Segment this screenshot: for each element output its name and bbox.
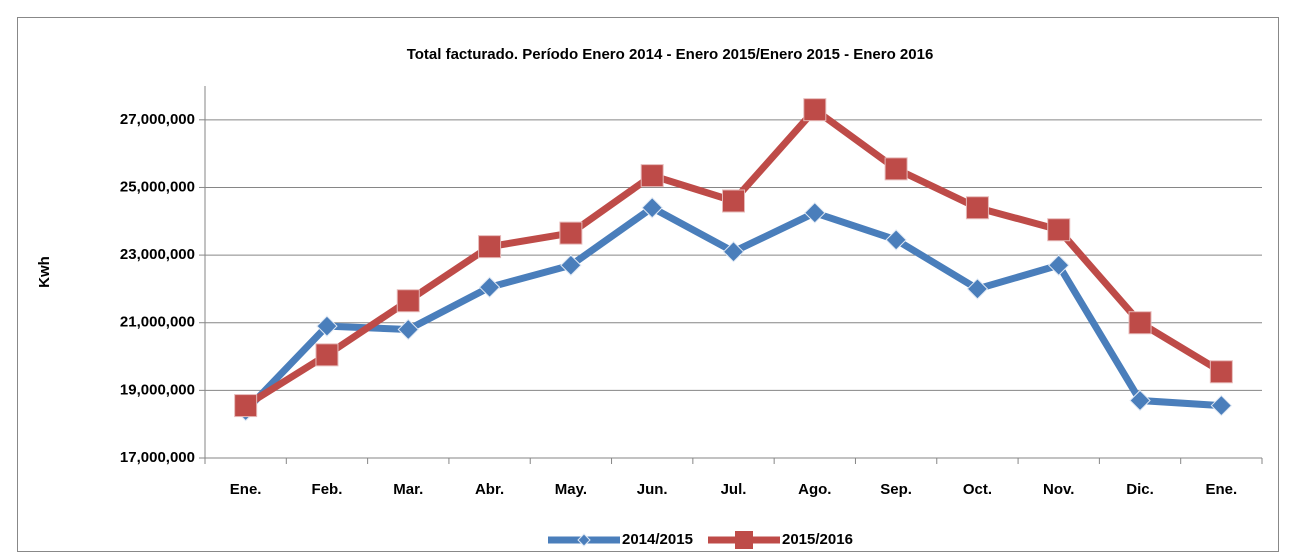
x-tick-label: Ago. [798, 481, 831, 498]
point [478, 235, 502, 259]
point [803, 98, 827, 122]
legend-label: 2014/2015 [622, 531, 693, 548]
y-tick-label: 25,000,000 [120, 178, 195, 195]
chart-title: Total facturado. Período Enero 2014 - En… [407, 46, 934, 63]
x-tick-label: Nov. [1043, 481, 1074, 498]
y-tick-label: 19,000,000 [120, 381, 195, 398]
point [1209, 360, 1233, 384]
point [315, 343, 339, 367]
point [1129, 389, 1151, 412]
point [234, 394, 258, 418]
point [722, 189, 745, 213]
point [560, 254, 582, 276]
legend-label: 2015/2016 [782, 531, 853, 548]
point [1048, 254, 1070, 276]
point [966, 278, 989, 300]
x-tick-label: Jun. [637, 481, 668, 498]
x-tick-label: Mar. [393, 481, 423, 498]
y-tick-label: 21,000,000 [120, 314, 195, 331]
point [804, 202, 826, 224]
point [640, 164, 664, 188]
point [397, 318, 419, 341]
x-tick-label: Ene. [230, 481, 262, 498]
point [478, 276, 501, 298]
legend-marker [577, 533, 591, 547]
point [396, 289, 420, 313]
point [722, 241, 745, 263]
x-tick-label: Jul. [721, 481, 747, 498]
y-tick-label: 23,000,000 [120, 246, 195, 263]
x-tick-label: May. [555, 481, 587, 498]
point [884, 157, 908, 181]
point [641, 197, 663, 219]
x-tick-label: Oct. [963, 481, 992, 498]
point [316, 315, 338, 337]
point [559, 221, 583, 245]
x-tick-label: Ene. [1206, 481, 1238, 498]
x-tick-label: Abr. [475, 481, 504, 498]
y-axis-label: Kwh [36, 256, 53, 288]
y-tick-label: 27,000,000 [120, 111, 195, 128]
point [1047, 218, 1071, 242]
point [1128, 311, 1152, 335]
chart-frame [17, 17, 1279, 552]
x-tick-label: Feb. [312, 481, 343, 498]
y-tick-label: 17,000,000 [120, 449, 195, 466]
point [1210, 394, 1233, 417]
point [965, 196, 989, 220]
x-tick-label: Sep. [880, 481, 912, 498]
point [885, 229, 907, 251]
x-tick-label: Dic. [1126, 481, 1154, 498]
legend-marker [735, 531, 753, 549]
